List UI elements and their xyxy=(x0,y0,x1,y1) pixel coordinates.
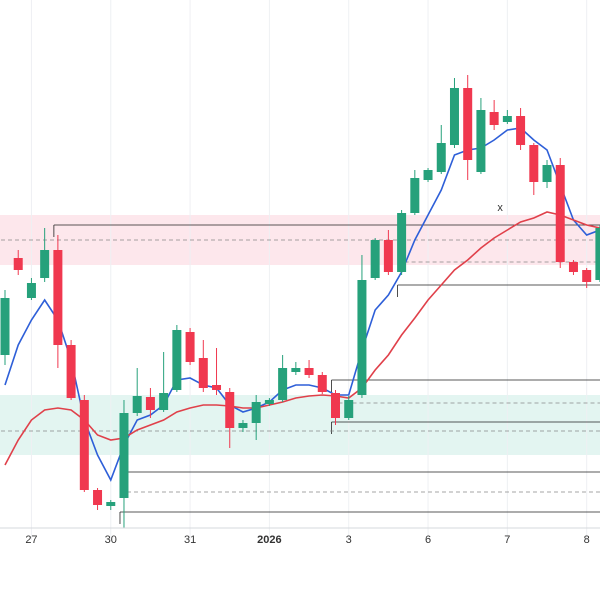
candle-body xyxy=(423,170,433,180)
candle-body xyxy=(119,413,129,498)
ma-line xyxy=(4,127,600,482)
candle-body xyxy=(238,423,248,428)
x-tick-label: 8 xyxy=(584,534,590,546)
candle-body xyxy=(344,400,354,418)
candle-body xyxy=(159,393,169,410)
ma-line xyxy=(4,211,600,466)
candle-body xyxy=(225,392,235,428)
candle-body xyxy=(568,262,578,272)
candle-body xyxy=(278,368,288,400)
candle-body xyxy=(582,270,592,282)
candle-body xyxy=(79,400,89,490)
candle-body xyxy=(436,143,446,172)
candle-body xyxy=(304,368,314,375)
annotation: x xyxy=(497,202,503,214)
x-tick-label: 3 xyxy=(346,534,352,546)
candle-body xyxy=(53,250,63,345)
x-tick-label: 30 xyxy=(105,534,117,546)
candle-body xyxy=(476,110,486,172)
x-tick-label: 31 xyxy=(184,534,196,546)
candle-body xyxy=(93,490,103,505)
candle-body xyxy=(13,258,23,270)
candle-body xyxy=(251,402,261,423)
candle-body xyxy=(516,116,526,145)
candle-body xyxy=(357,280,367,395)
candle-body xyxy=(26,283,36,298)
candle-body xyxy=(502,116,512,122)
candle-body xyxy=(555,165,565,262)
candle-body xyxy=(397,213,407,272)
x-tick-label: 6 xyxy=(425,534,431,546)
candle-body xyxy=(370,240,380,278)
zone xyxy=(0,215,600,265)
x-tick-label: 7 xyxy=(504,534,510,546)
candle-body xyxy=(317,375,327,392)
candle-body xyxy=(172,330,182,390)
candle-body xyxy=(106,502,116,506)
candle-body xyxy=(291,368,301,372)
candle-body xyxy=(212,385,222,390)
candle-body xyxy=(529,145,539,182)
zone xyxy=(0,395,600,455)
candle-body xyxy=(264,400,274,404)
candle-body xyxy=(331,393,340,418)
candle-body xyxy=(595,228,600,280)
candle-body xyxy=(40,250,50,278)
candle-body xyxy=(383,240,393,272)
candle-body xyxy=(185,332,195,362)
candle-body xyxy=(542,165,552,182)
candle-body xyxy=(0,298,10,355)
candle-body xyxy=(463,88,473,160)
candle-body xyxy=(198,358,208,388)
x-tick-label: 27 xyxy=(25,534,37,546)
candle-body xyxy=(145,397,155,410)
candle-body xyxy=(449,88,459,145)
candle-body xyxy=(489,112,499,125)
candle-body xyxy=(410,178,420,213)
x-tick-label: 2026 xyxy=(257,534,281,546)
candle-body xyxy=(132,396,142,413)
candle-body xyxy=(66,345,76,398)
